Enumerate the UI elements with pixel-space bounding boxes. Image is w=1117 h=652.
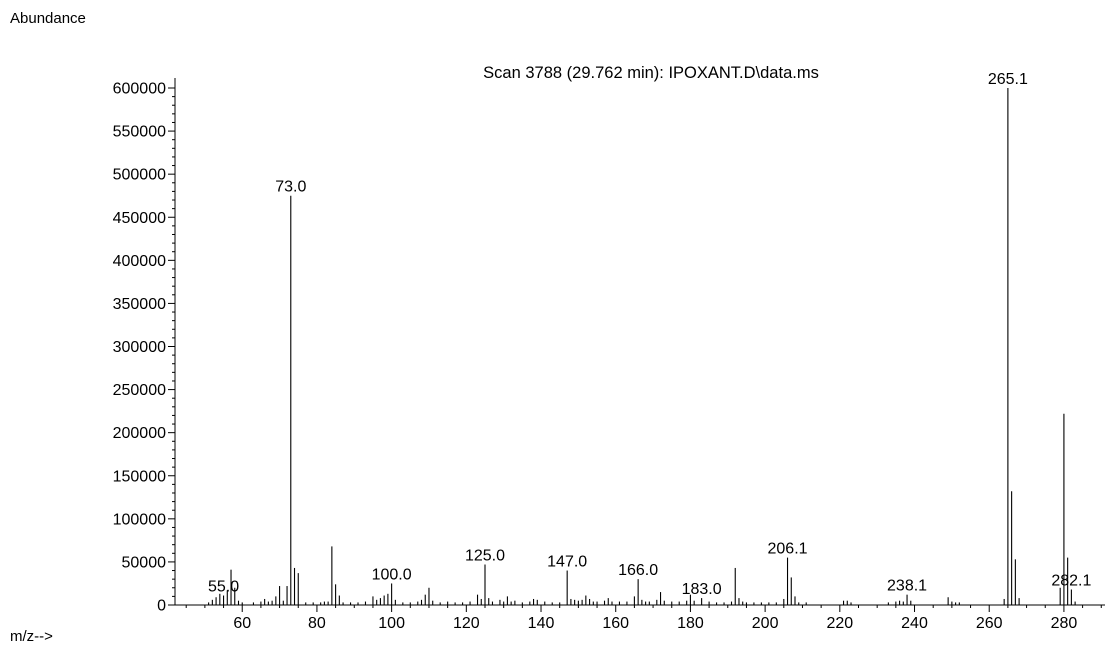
- x-axis-label: m/z-->: [10, 628, 53, 645]
- x-tick-label: 280: [1051, 615, 1078, 632]
- peak-label: 265.1: [988, 71, 1028, 88]
- peak-label: 183.0: [682, 581, 722, 598]
- x-tick-label: 80: [308, 615, 326, 632]
- y-tick-label: 0: [157, 598, 166, 615]
- peak-label: 147.0: [547, 554, 587, 571]
- peak-label: 206.1: [768, 541, 808, 558]
- y-tick-label: 350000: [113, 296, 166, 313]
- y-tick-label: 50000: [122, 554, 167, 571]
- y-tick-label: 150000: [113, 468, 166, 485]
- y-tick-label: 600000: [113, 81, 166, 98]
- y-axis-label: Abundance: [10, 10, 86, 27]
- peak-label: 100.0: [372, 566, 412, 583]
- x-tick-label: 180: [677, 615, 704, 632]
- peak-label: 166.0: [618, 562, 658, 579]
- x-tick-label: 200: [752, 615, 779, 632]
- chart-title: Scan 3788 (29.762 min): IPOXANT.D\data.m…: [483, 64, 819, 82]
- x-tick-label: 60: [233, 615, 251, 632]
- peak-label: 282.1: [1051, 572, 1091, 589]
- y-tick-label: 300000: [113, 339, 166, 356]
- y-tick-label: 400000: [113, 253, 166, 270]
- peak-bars: [208, 88, 1076, 605]
- y-tick-label: 550000: [113, 124, 166, 141]
- x-tick-label: 100: [378, 615, 405, 632]
- x-tick-label: 160: [602, 615, 629, 632]
- peak-label: 55.0: [208, 579, 239, 596]
- y-tick-label: 100000: [113, 511, 166, 528]
- peak-label: 125.0: [465, 548, 505, 565]
- peak-labels: 55.0 73.0 100.0 125.0 147.0 166.0 183.0 206.1 23…: [208, 71, 1092, 598]
- y-tick-label: 500000: [113, 167, 166, 184]
- y-tick-label: 450000: [113, 210, 166, 227]
- axes: 0 50000 100000 150000 200000 250000 300000 3500…: [113, 78, 1105, 632]
- x-tick-label: 220: [826, 615, 853, 632]
- peak-label: 238.1: [887, 578, 927, 595]
- y-tick-label: 200000: [113, 425, 166, 442]
- y-tick-label: 250000: [113, 382, 166, 399]
- x-tick-label: 120: [453, 615, 480, 632]
- x-tick-label: 140: [528, 615, 555, 632]
- x-tick-label: 240: [901, 615, 928, 632]
- peak-label: 73.0: [275, 179, 306, 196]
- x-tick-label: 260: [976, 615, 1003, 632]
